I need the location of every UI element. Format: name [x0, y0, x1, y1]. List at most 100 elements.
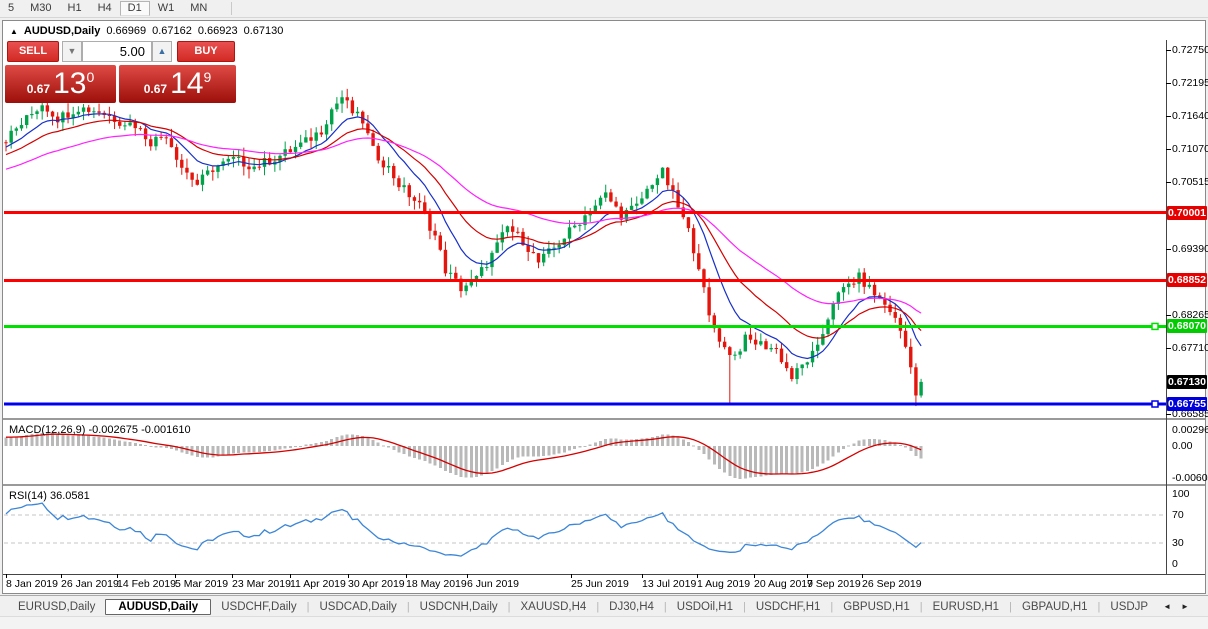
date-tick — [406, 574, 407, 578]
one-click-trade-panel: SELL ▼ ▲ BUY 0.67 13 0 0.67 14 9 — [5, 41, 237, 103]
tab-separator: | — [743, 600, 746, 613]
chart-tab-usdchf-daily[interactable]: USDCHF,Daily — [221, 600, 297, 613]
ohlc-high: 0.67162 — [152, 25, 192, 37]
rsi-indicator-canvas[interactable] — [4, 487, 1166, 574]
timeframe-button-d1[interactable]: D1 — [119, 1, 150, 16]
date-tick — [862, 574, 863, 578]
volume-input[interactable] — [82, 41, 152, 62]
price-tick — [1166, 115, 1171, 117]
chart-tab-usdjp[interactable]: USDJP — [1110, 600, 1149, 613]
price-axis-label: 0.71070 — [1172, 143, 1208, 156]
price-axis-line — [1166, 40, 1167, 574]
panel-separator[interactable] — [3, 418, 1205, 421]
timeframe-button-h1[interactable]: H1 — [67, 2, 82, 14]
chart-tab-xauusd-h4[interactable]: XAUUSD,H4 — [520, 600, 587, 613]
date-axis-label: 5 Mar 2019 — [175, 578, 229, 590]
date-axis-label: 18 May 2019 — [406, 578, 467, 590]
price-tick — [1166, 83, 1171, 85]
chart-symbol: AUDUSD,Daily — [23, 25, 101, 37]
chart-tab-gbpaud-h1[interactable]: GBPAUD,H1 — [1021, 600, 1088, 613]
timeframe-button-mn[interactable]: MN — [190, 2, 208, 14]
buy-button[interactable]: BUY — [177, 41, 235, 62]
macd-title: MACD(12,26,9) -0.002675 -0.001610 — [9, 424, 191, 436]
toolbar-separator — [231, 2, 233, 15]
date-tick — [467, 574, 468, 578]
price-axis-label: 0.71640 — [1172, 109, 1208, 122]
tab-separator: | — [1009, 600, 1012, 613]
chart-tab-usdcnh-daily[interactable]: USDCNH,Daily — [419, 600, 498, 613]
timeframe-button-h4[interactable]: H4 — [97, 2, 112, 14]
sell-price-base: 0.67 — [26, 82, 51, 96]
chart-tab-eurusd-h1[interactable]: EURUSD,H1 — [932, 600, 1000, 613]
date-axis-label: 1 Aug 2019 — [697, 578, 751, 590]
macd-indicator-canvas[interactable] — [4, 421, 1166, 484]
date-tick — [348, 574, 349, 578]
date-axis-label: 7 Sep 2019 — [807, 578, 861, 590]
date-axis-label: 20 Aug 2019 — [754, 578, 813, 590]
rsi-axis-label: 70 — [1172, 509, 1184, 521]
tab-scroll-left-icon[interactable]: ◄ — [1163, 602, 1172, 611]
date-axis-label: 6 Jun 2019 — [467, 578, 519, 590]
buy-price-display[interactable]: 0.67 14 9 — [119, 65, 236, 103]
price-badge: 0.68852 — [1167, 273, 1207, 288]
timeframe-button-5[interactable]: 5 — [8, 2, 15, 14]
chart-tab-eurusd-daily[interactable]: EURUSD,Daily — [18, 600, 96, 613]
tab-scroll-right-icon[interactable]: ► — [1181, 602, 1189, 611]
timeframe-toolbar: 5 M30 H1 H4 D1 W1 MN — [0, 0, 1208, 18]
date-axis-label: 26 Jan 2019 — [61, 578, 119, 590]
sell-price-point: 0 — [86, 69, 95, 85]
main-chart-canvas[interactable] — [4, 40, 1166, 418]
date-axis-label: 13 Jul 2019 — [642, 578, 697, 590]
rsi-title: RSI(14) 36.0581 — [9, 490, 90, 502]
date-tick — [117, 574, 118, 578]
collapse-chart-icon[interactable]: ▲ — [10, 26, 18, 36]
date-axis-label: 25 Jun 2019 — [571, 578, 629, 590]
chart-tab-usdchf-h1[interactable]: USDCHF,H1 — [755, 600, 821, 613]
date-tick — [290, 574, 291, 578]
chart-title: ▲ AUDUSD,Daily 0.66969 0.67162 0.66923 0… — [10, 25, 283, 37]
price-tick — [1166, 314, 1171, 316]
panel-separator[interactable] — [3, 484, 1205, 487]
date-axis-label: 23 Mar 2019 — [232, 578, 291, 590]
sell-price-pips: 13 — [53, 67, 87, 100]
date-tick — [175, 574, 176, 578]
rsi-axis-label: 0 — [1172, 558, 1178, 570]
tab-separator: | — [663, 600, 667, 613]
ohlc-open: 0.66969 — [106, 25, 147, 37]
timeframe-button-w1[interactable]: W1 — [157, 2, 175, 14]
price-axis-label: 0.72750 — [1172, 44, 1208, 57]
volume-decrease-button[interactable]: ▼ — [62, 41, 82, 62]
sell-button[interactable]: SELL — [7, 41, 59, 62]
macd-axis-label: -0.006047 — [1172, 472, 1208, 484]
chart-tab-gbpusd-h1[interactable]: GBPUSD,H1 — [843, 600, 910, 613]
volume-increase-button[interactable]: ▲ — [152, 41, 172, 62]
date-axis-label: 30 Apr 2019 — [348, 578, 405, 590]
price-axis-label: 0.66585 — [1172, 408, 1208, 421]
ohlc-low: 0.66923 — [197, 25, 238, 37]
tab-separator: | — [406, 600, 410, 613]
price-tick — [1166, 248, 1171, 250]
sell-price-display[interactable]: 0.67 13 0 — [5, 65, 116, 103]
price-axis-label: 0.72195 — [1172, 77, 1208, 90]
buy-price-pips: 14 — [170, 67, 204, 100]
date-axis-label: 11 Apr 2019 — [290, 578, 346, 590]
date-axis-label: 8 Jan 2019 — [6, 578, 58, 590]
rsi-axis-label: 100 — [1172, 488, 1190, 500]
tab-separator: | — [1097, 600, 1101, 613]
date-tick — [232, 574, 233, 578]
rsi-axis-label: 30 — [1172, 537, 1184, 549]
tab-separator: | — [830, 600, 834, 613]
price-badge: 0.70001 — [1167, 205, 1207, 220]
date-tick — [697, 574, 698, 578]
price-axis-label: 0.70515 — [1172, 176, 1208, 189]
price-tick — [1166, 414, 1171, 416]
chart-tab-dj30-h4[interactable]: DJ30,H4 — [609, 600, 654, 613]
chart-tab-usdoil-h1[interactable]: USDOil,H1 — [676, 600, 734, 613]
tab-separator: | — [596, 600, 600, 613]
chart-tab-audusd-daily[interactable]: AUDUSD,Daily — [105, 598, 212, 615]
timeframe-button-m30[interactable]: M30 — [30, 2, 52, 14]
price-tick — [1166, 50, 1171, 52]
price-axis-label: 0.67710 — [1172, 341, 1208, 354]
chart-tab-usdcad-daily[interactable]: USDCAD,Daily — [319, 600, 397, 613]
chart-tab-bar: EURUSD,Daily AUDUSD,Daily USDCHF,Daily | USD… — [0, 595, 1208, 617]
